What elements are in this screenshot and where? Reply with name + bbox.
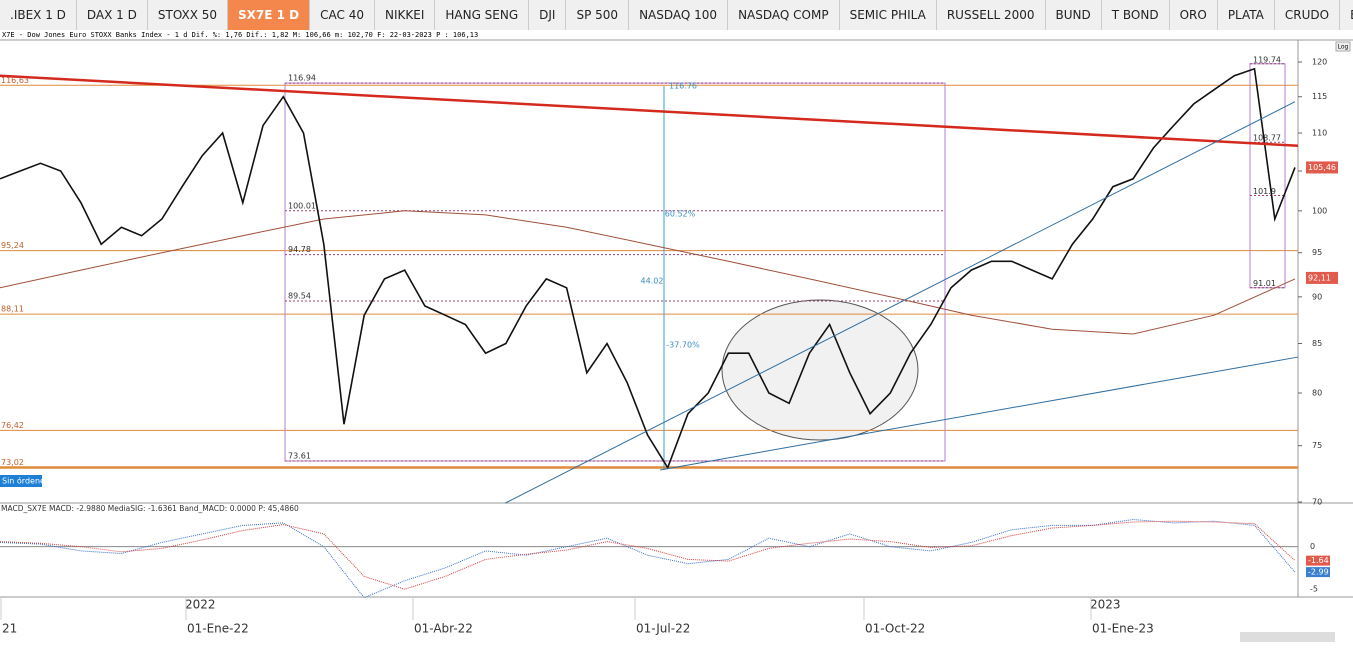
y-tick-label: 115 xyxy=(1312,92,1327,101)
tab[interactable]: SEMIC PHILA xyxy=(840,0,937,30)
fib-label: 91.01 xyxy=(1253,279,1276,288)
tab[interactable]: HANG SENG xyxy=(435,0,530,30)
tab[interactable]: CRUDO xyxy=(1275,0,1341,30)
macd-last-box xyxy=(1306,555,1330,566)
level-label: 116,63 xyxy=(1,76,29,85)
fib-label: 119.74 xyxy=(1253,55,1281,64)
scrollbar[interactable] xyxy=(1240,632,1335,642)
date-label: 01-Abr-22 xyxy=(414,622,473,636)
date-label: 01-Jul-22 xyxy=(636,622,690,636)
orders-label: Sin órdenes xyxy=(2,476,49,486)
y-tick-label: 120 xyxy=(1312,58,1327,67)
tab[interactable]: DAX 1 D xyxy=(77,0,148,30)
annotation: 44.02 xyxy=(641,277,664,286)
date-label: 01-Ene-23 xyxy=(1092,622,1154,636)
macd-title: MACD_SX7E MACD: -2.9880 MediaSIG: -1.636… xyxy=(1,504,299,513)
date-label: 01-Oct-22 xyxy=(865,622,925,636)
level-label: 76,42 xyxy=(1,421,24,430)
ma200-line xyxy=(0,210,1296,335)
level-label: 95,24 xyxy=(1,241,24,250)
fib-label: 101.9 xyxy=(1253,187,1276,196)
pattern-ellipse xyxy=(721,299,919,441)
tab[interactable]: BUND xyxy=(1046,0,1102,30)
fib-label: 108.77 xyxy=(1253,134,1281,143)
y-tick-label: 70 xyxy=(1312,498,1322,507)
fib-label: 116.94 xyxy=(288,74,316,83)
tab[interactable]: T BOND xyxy=(1102,0,1170,30)
date-label: 21 xyxy=(2,622,17,636)
y-tick-label: 95 xyxy=(1312,248,1322,257)
tab[interactable]: EU... xyxy=(1340,0,1353,30)
last-price-box xyxy=(1306,161,1338,174)
fib-label: 89.54 xyxy=(288,292,311,301)
fib-label: 100.01 xyxy=(288,201,316,210)
tab[interactable]: ORO xyxy=(1170,0,1218,30)
fib-label: 73.61 xyxy=(288,451,311,460)
tab-bar: .IBEX 1 D DAX 1 D STOXX 50 SX7E 1 D CAC 40 NI… xyxy=(0,0,1353,31)
tab[interactable]: DJI xyxy=(529,0,567,30)
year-label: 2023 xyxy=(1090,598,1121,612)
last-price-label: 105,46 xyxy=(1308,163,1336,172)
y-tick-label: 75 xyxy=(1312,441,1322,450)
macd-last-box xyxy=(1306,567,1330,578)
macd-tick-label: -5 xyxy=(1310,585,1318,594)
y-tick-label: 100 xyxy=(1312,206,1327,215)
chart: X7E - Dow Jones Euro STOXX Banks Index -… xyxy=(0,30,1353,649)
level-label: 73,02 xyxy=(1,458,24,467)
tab[interactable]: .IBEX 1 D xyxy=(0,0,77,30)
tab[interactable]: PLATA xyxy=(1218,0,1275,30)
orders-box[interactable] xyxy=(0,475,42,487)
date-label: 01-Ene-22 xyxy=(187,622,249,636)
tab[interactable]: NASDAQ 100 xyxy=(629,0,729,30)
tab[interactable]: SX7E 1 D xyxy=(228,0,311,30)
last-price-box xyxy=(1306,271,1338,284)
info-line: X7E - Dow Jones Euro STOXX Banks Index -… xyxy=(2,31,478,39)
tab[interactable]: NIKKEI xyxy=(375,0,436,30)
price-line xyxy=(0,67,1296,470)
y-tick-label: 110 xyxy=(1312,129,1327,138)
y-tick-label: 90 xyxy=(1312,292,1322,301)
trend-line xyxy=(504,101,1296,504)
log-button[interactable] xyxy=(1335,41,1351,52)
y-tick-label: 80 xyxy=(1312,388,1322,397)
annotation: 60.52% xyxy=(665,210,696,219)
annotation: 116.76 xyxy=(669,82,697,91)
year-label: 2022 xyxy=(185,598,216,612)
macd-tick-label: 0 xyxy=(1310,542,1315,551)
tab[interactable]: CAC 40 xyxy=(310,0,375,30)
macd-last-label: -1.64 xyxy=(1308,556,1329,565)
trend-line xyxy=(659,356,1299,471)
annotation: -37.70% xyxy=(666,341,700,350)
tab[interactable]: SP 500 xyxy=(566,0,630,30)
tab[interactable]: NASDAQ COMP xyxy=(728,0,840,30)
tab[interactable]: RUSSELL 2000 xyxy=(937,0,1046,30)
y-tick-label: 85 xyxy=(1312,339,1322,348)
trend-line xyxy=(0,74,1299,147)
log-label: Log xyxy=(1338,44,1349,51)
last-price-label: 92,11 xyxy=(1308,273,1331,282)
level-label: 88,11 xyxy=(1,305,24,314)
tab[interactable]: STOXX 50 xyxy=(148,0,229,30)
macd-last-label: -2.99 xyxy=(1308,568,1329,577)
fib-label: 94.78 xyxy=(288,245,311,254)
background xyxy=(0,30,1353,649)
macd-line xyxy=(0,518,1296,599)
